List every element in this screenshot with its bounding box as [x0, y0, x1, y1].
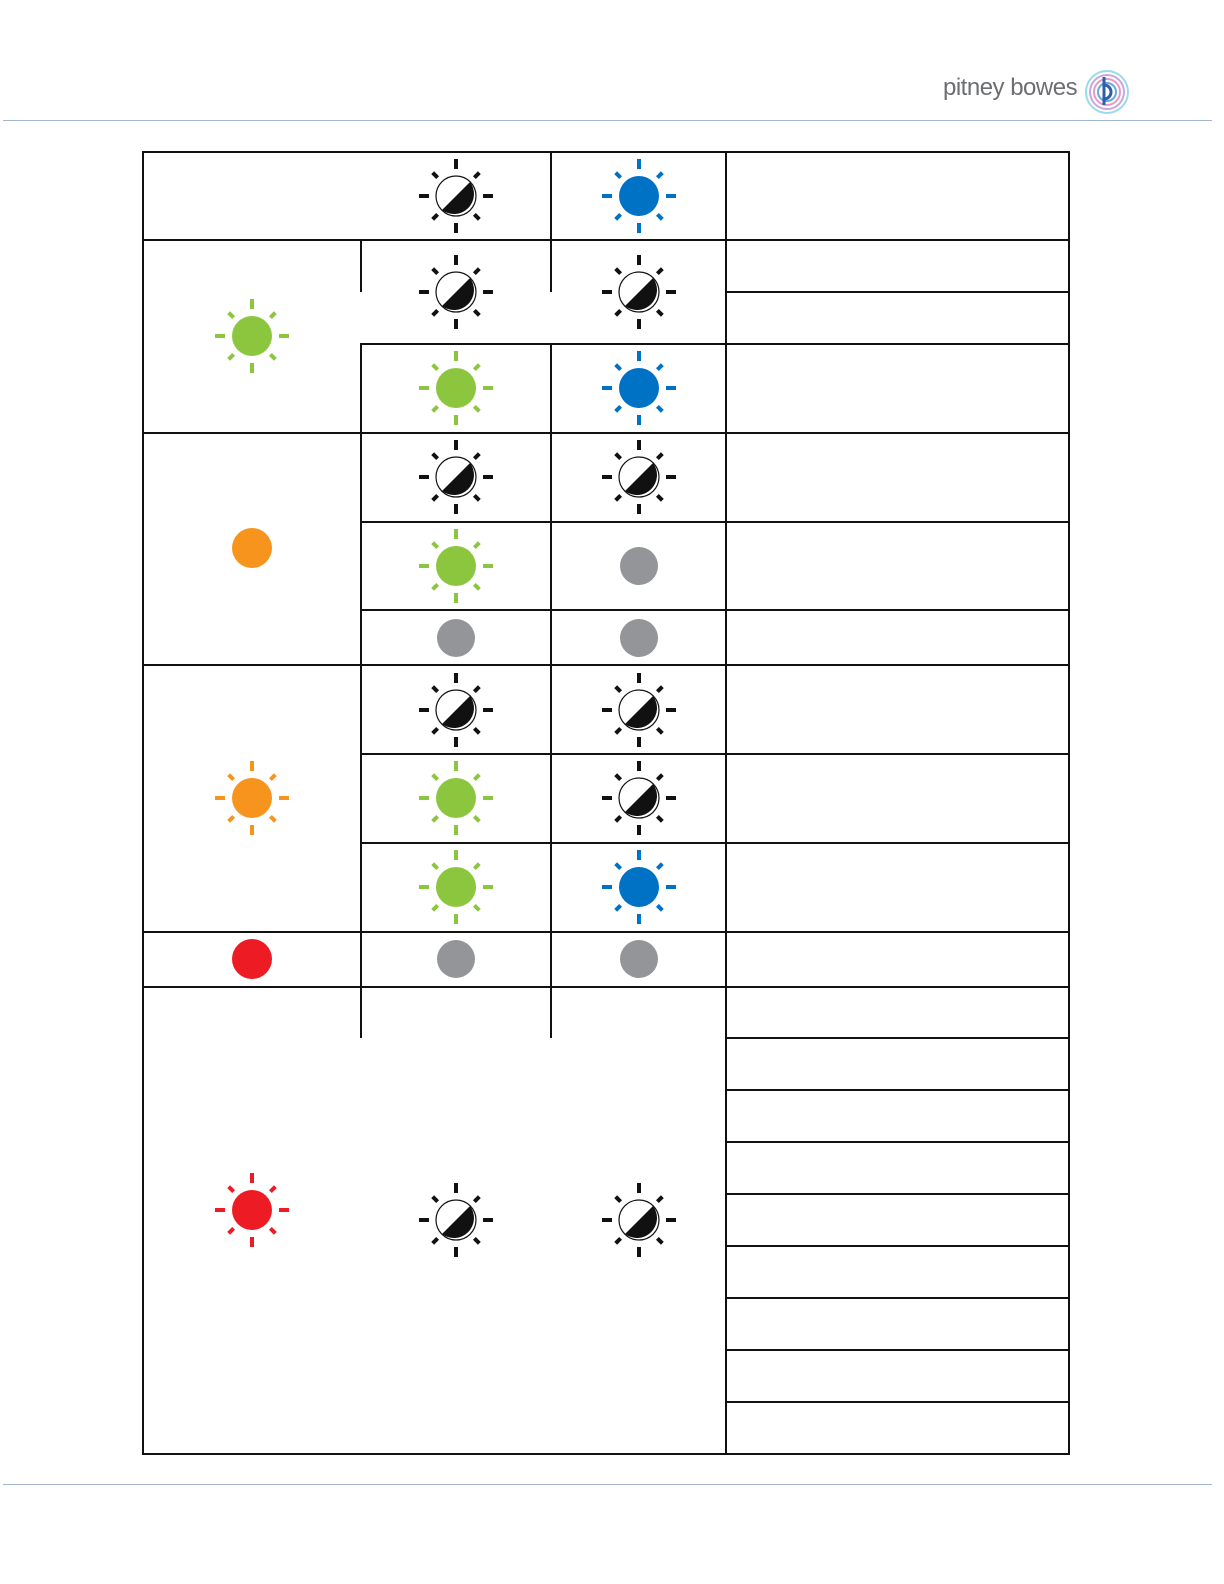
green-led-blinking-icon	[215, 299, 289, 373]
table-rule-vertical	[550, 151, 552, 292]
footer-rule	[3, 1484, 1212, 1485]
table-rule-vertical	[360, 343, 362, 987]
led-any-state-icon	[602, 673, 676, 747]
table-rule-vertical	[550, 986, 552, 1038]
table-rule-horizontal	[726, 1141, 1070, 1143]
orange-led-solid-icon	[232, 528, 272, 568]
table-rule-horizontal	[726, 1037, 1070, 1039]
table-rule-horizontal	[361, 521, 1070, 523]
led-off-icon	[437, 940, 475, 978]
table-rule-horizontal	[361, 842, 1070, 844]
table-rule-horizontal	[726, 1349, 1070, 1351]
table-rule-horizontal	[361, 343, 1070, 345]
table-rule-vertical	[360, 986, 362, 1038]
table-rule-horizontal	[143, 1453, 1070, 1455]
table-rule-vertical	[550, 343, 552, 987]
blue-led-blinking-icon	[602, 850, 676, 924]
green-led-blinking-icon	[419, 850, 493, 924]
led-any-state-icon	[602, 1183, 676, 1257]
table-rule-vertical	[1068, 151, 1070, 1455]
orange-led-blinking-icon	[215, 761, 289, 835]
brand-logo-text: pitney bowes	[943, 74, 1078, 101]
table-rule-horizontal	[726, 1401, 1070, 1403]
led-off-icon	[437, 619, 475, 657]
led-any-state-icon	[419, 440, 493, 514]
led-any-state-icon	[419, 159, 493, 233]
table-rule-horizontal	[143, 151, 1070, 153]
led-off-icon	[620, 619, 658, 657]
led-any-state-icon	[602, 761, 676, 835]
green-led-blinking-icon	[419, 761, 493, 835]
table-rule-horizontal	[726, 1245, 1070, 1247]
blue-led-blinking-icon	[602, 351, 676, 425]
header-rule	[3, 120, 1212, 121]
table-rule-horizontal	[726, 1193, 1070, 1195]
led-off-icon	[620, 940, 658, 978]
green-led-blinking-icon	[419, 351, 493, 425]
table-rule-horizontal	[143, 931, 1070, 933]
table-rule-vertical	[725, 151, 727, 1455]
table-rule-vertical	[142, 151, 144, 1455]
led-any-state-icon	[419, 673, 493, 747]
table-rule-horizontal	[726, 1297, 1070, 1299]
table-rule-horizontal	[143, 239, 1070, 241]
led-any-state-icon	[419, 1183, 493, 1257]
table-rule-horizontal	[143, 664, 1070, 666]
table-rule-horizontal	[726, 291, 1070, 293]
led-off-icon	[620, 547, 658, 585]
red-led-solid-icon	[232, 939, 272, 979]
led-any-state-icon	[602, 255, 676, 329]
green-led-blinking-icon	[419, 529, 493, 603]
table-rule-horizontal	[143, 432, 1070, 434]
table-rule-horizontal	[726, 1089, 1070, 1091]
pitney-bowes-logo-icon	[1085, 70, 1129, 114]
blue-led-blinking-icon	[602, 159, 676, 233]
table-rule-vertical	[360, 239, 362, 292]
red-led-blinking-icon	[215, 1173, 289, 1247]
led-any-state-icon	[419, 255, 493, 329]
table-rule-horizontal	[361, 753, 1070, 755]
table-rule-horizontal	[361, 609, 1070, 611]
led-any-state-icon	[602, 440, 676, 514]
table-rule-horizontal	[143, 986, 1070, 988]
